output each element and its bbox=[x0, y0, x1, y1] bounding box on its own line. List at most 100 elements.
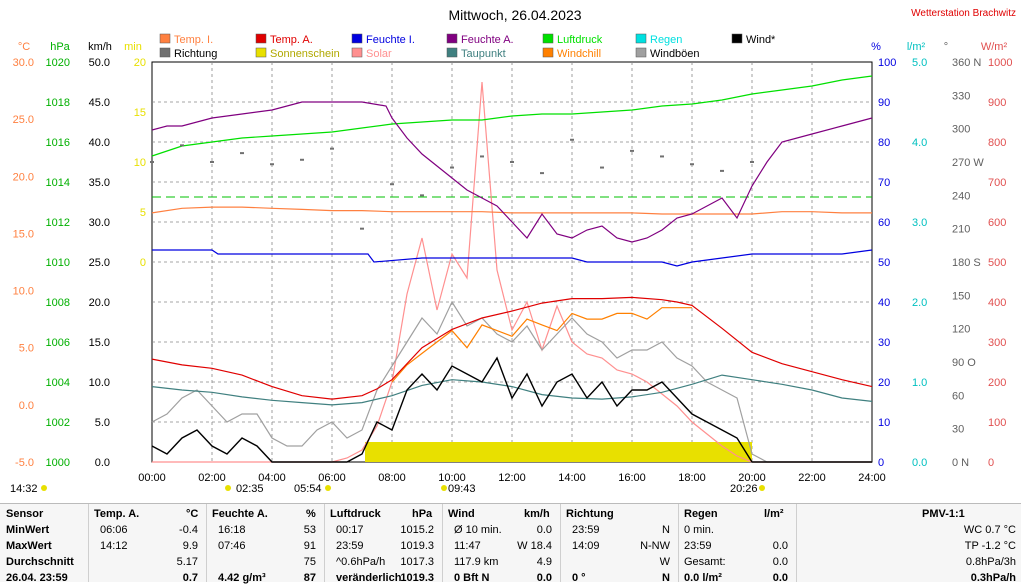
direction-point bbox=[630, 149, 634, 152]
moonset-marker-icon bbox=[225, 485, 231, 491]
table-cell-press-val: 1015.2 bbox=[400, 524, 434, 536]
series-line-wind bbox=[151, 356, 872, 463]
table-cell-press-time: ^0.6hPa/h bbox=[336, 556, 386, 568]
table-cell-temp-time: 14:12 bbox=[100, 540, 128, 552]
y-tick-pressure: 1016 bbox=[46, 137, 70, 149]
legend-label: Wind* bbox=[746, 34, 776, 46]
table-cell-label: MaxWert bbox=[6, 540, 52, 552]
direction-point bbox=[420, 194, 424, 197]
direction-point bbox=[540, 172, 544, 175]
direction-point bbox=[300, 158, 304, 161]
y-tick-wind: 5.0 bbox=[95, 417, 110, 429]
table-cell-pmv: 0.3hPa/h bbox=[970, 572, 1016, 584]
y-tick-pressure: 1018 bbox=[46, 97, 70, 109]
y-tick-humidity: 70 bbox=[878, 177, 890, 189]
table-cell-rain-val: 0.0 bbox=[772, 540, 788, 552]
y-tick-pressure: 1008 bbox=[46, 297, 70, 309]
y-tick-solar: 700 bbox=[988, 177, 1006, 189]
table-cell-hum-val: 91 bbox=[303, 540, 316, 552]
y-tick-sunshine: 5 bbox=[140, 207, 146, 219]
y-tick-direction: 330 bbox=[952, 90, 970, 102]
sunshine-bar bbox=[542, 442, 557, 462]
sunshine-bar bbox=[692, 442, 707, 462]
y-tick-solar: 0 bbox=[988, 457, 994, 469]
col-divider bbox=[678, 504, 679, 582]
y-tick-direction: 90 O bbox=[952, 357, 976, 369]
table-cell-temp-val: -0.4 bbox=[179, 524, 198, 536]
col-divider bbox=[88, 504, 89, 582]
y-tick-wind: 45.0 bbox=[89, 97, 110, 109]
y-tick-rain: 0.0 bbox=[912, 457, 927, 469]
y-tick-humidity: 90 bbox=[878, 97, 890, 109]
direction-point bbox=[570, 138, 574, 141]
direction-point bbox=[450, 166, 454, 169]
y-tick-rain: 3.0 bbox=[912, 217, 927, 229]
table-cell-rain-time: 23:59 bbox=[684, 540, 712, 552]
axis-unit-wind: km/h bbox=[88, 41, 112, 53]
y-tick-solar: 500 bbox=[988, 257, 1006, 269]
x-tick-label: 06:00 bbox=[318, 472, 346, 484]
y-tick-wind: 0.0 bbox=[95, 457, 110, 469]
table-cell-hum-val: 53 bbox=[303, 524, 316, 536]
direction-point bbox=[240, 152, 244, 155]
legend-label: Solar bbox=[366, 48, 392, 60]
table-cell-rain-time: Gesamt: bbox=[684, 556, 726, 568]
table-cell-pmv: 0.8hPa/3h bbox=[965, 556, 1016, 568]
direction-point bbox=[750, 161, 754, 163]
moonset-time: 02:35 bbox=[236, 483, 264, 495]
legend-label: Richtung bbox=[174, 48, 217, 60]
table-cell-temp-time: 06:06 bbox=[100, 524, 128, 536]
summary-table: Sensor Temp. A. °C Feuchte A. % Luftdruc… bbox=[0, 503, 1021, 584]
sunshine-bar bbox=[557, 442, 572, 462]
y-tick-humidity: 20 bbox=[878, 377, 890, 389]
direction-point bbox=[720, 169, 724, 172]
table-cell-hum-time: 4.42 g/m³ bbox=[218, 572, 266, 584]
y-tick-solar: 600 bbox=[988, 217, 1006, 229]
table-cell-hum-val: 75 bbox=[303, 556, 316, 568]
sunset-marker-icon bbox=[759, 485, 765, 491]
x-tick-label: 08:00 bbox=[378, 472, 406, 484]
table-cell-press-time: veränderlich bbox=[336, 572, 402, 584]
header-direction: Richtung bbox=[566, 508, 614, 520]
legend-label: Feuchte I. bbox=[366, 34, 415, 46]
weather-chart: 00:00 02:00 04:00 06:00 08:00 10:00 12:00 14:00… bbox=[10, 7, 1016, 495]
sunshine-bar bbox=[437, 442, 452, 462]
table-cell-wind-time: Ø 10 min. bbox=[454, 524, 502, 536]
y-tick-temp: 15.0 bbox=[13, 228, 34, 240]
direction-point bbox=[480, 155, 484, 158]
sunshine-bar bbox=[452, 442, 467, 462]
axis-unit-direction: ° bbox=[944, 41, 948, 53]
legend-label: Windböen bbox=[650, 48, 700, 60]
x-tick-label: 02:00 bbox=[198, 472, 226, 484]
sunshine-bar bbox=[647, 442, 662, 462]
y-tick-wind: 15.0 bbox=[89, 337, 110, 349]
header-wind-unit: km/h bbox=[524, 508, 550, 520]
y-tick-pressure: 1010 bbox=[46, 257, 70, 269]
header-pressure: Luftdruck bbox=[330, 508, 381, 520]
table-cell-rain-val: 0.0 bbox=[772, 572, 788, 584]
legend-swatch bbox=[635, 47, 647, 58]
y-tick-wind: 50.0 bbox=[89, 57, 110, 69]
legend-swatch bbox=[351, 47, 363, 58]
table-cell-pmv: WC 0.7 °C bbox=[963, 524, 1016, 536]
table-cell-label: Durchschnitt bbox=[6, 556, 74, 568]
series-line-taupunkt bbox=[151, 374, 873, 406]
direction-point bbox=[150, 161, 154, 163]
sunshine-bar bbox=[707, 442, 722, 462]
moonrise-time: 09:43 bbox=[448, 483, 476, 495]
moonrise-marker-icon bbox=[441, 485, 447, 491]
table-cell-hum-time: 16:18 bbox=[218, 524, 246, 536]
axis-unit-temp: °C bbox=[18, 41, 30, 53]
table-cell-dir-time: 0 ° bbox=[572, 572, 586, 584]
direction-point bbox=[210, 161, 214, 163]
header-pressure-unit: hPa bbox=[412, 508, 433, 520]
table-cell-wind-time: 117.9 km bbox=[454, 556, 499, 568]
y-tick-humidity: 60 bbox=[878, 217, 890, 229]
x-tick-label: 20:00 bbox=[738, 472, 766, 484]
col-divider bbox=[324, 504, 325, 582]
y-tick-pressure: 1002 bbox=[46, 417, 70, 429]
table-cell-press-val: 1017.3 bbox=[400, 556, 434, 568]
axis-unit-pressure: hPa bbox=[50, 41, 70, 53]
y-tick-direction: 60 bbox=[952, 390, 964, 402]
y-tick-temp: 5.0 bbox=[19, 343, 34, 355]
